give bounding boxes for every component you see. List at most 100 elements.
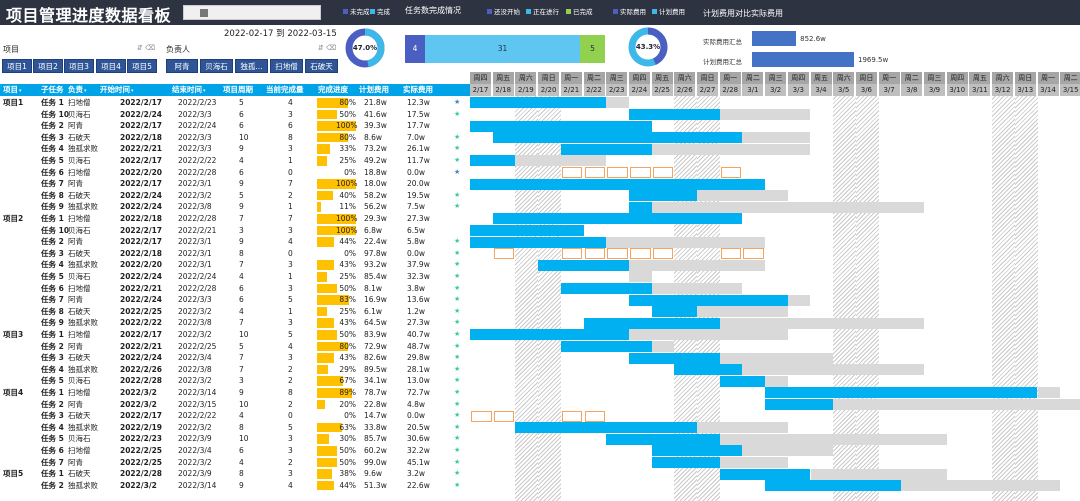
- project-button[interactable]: 项目3: [64, 59, 94, 73]
- star-icon[interactable]: ★: [454, 283, 461, 292]
- person-button[interactable]: 石破天: [305, 59, 338, 73]
- table-row[interactable]: 任务 7 阿青 2022/2/25 2022/3/2 4 2 99.0w 45.1w 50% ★: [0, 457, 470, 469]
- star-icon[interactable]: ★: [454, 341, 461, 350]
- star-icon[interactable]: ★: [454, 364, 461, 373]
- cell-ac: 45.1w: [407, 457, 430, 467]
- project-button[interactable]: 项目4: [96, 59, 126, 73]
- table-row[interactable]: 任务 3 石破天 2022/2/24 2022/3/4 7 3 82.6w 29.8w 43% ★: [0, 352, 470, 364]
- project-button[interactable]: 项目1: [2, 59, 32, 73]
- table-row[interactable]: 任务 5 贝海石 2022/2/17 2022/2/22 4 1 49.2w 11.7w 25%…: [0, 155, 470, 167]
- table-row[interactable]: 任务 4 独孤求败 2022/2/20 2022/3/1 7 3 93.2w 37.9w 43%…: [0, 259, 470, 271]
- table-row[interactable]: 项目1 任务 1 扫地僧 2022/2/17 2022/2/23 5 4 21.8w 12.3w…: [0, 97, 470, 109]
- clear-filter-icon[interactable]: ⇵ ⌫: [137, 44, 155, 52]
- gantt-bar-done: [560, 282, 652, 294]
- star-icon[interactable]: ★: [454, 353, 461, 362]
- col-plan-cost[interactable]: 计划费用: [359, 85, 389, 94]
- col-start[interactable]: 开始时间▾: [100, 85, 134, 94]
- star-icon[interactable]: ★: [454, 190, 461, 199]
- clear-filter-icon[interactable]: ⇵ ⌫: [318, 44, 336, 52]
- gantt-bar-remaining: [719, 352, 834, 364]
- star-icon[interactable]: ★: [454, 411, 461, 420]
- table-row[interactable]: 任务 4 独孤求败 2022/2/26 2022/3/8 7 2 89.5w 28.1w 29%…: [0, 364, 470, 376]
- star-icon[interactable]: ★: [454, 422, 461, 431]
- star-icon[interactable]: ★: [454, 446, 461, 454]
- star-icon[interactable]: ★: [454, 167, 461, 176]
- table-row[interactable]: 项目2 任务 1 扫地僧 2022/2/18 2022/2/28 7 7 29.3w 27.3w…: [0, 213, 470, 225]
- col-project[interactable]: 项目▾: [3, 85, 22, 94]
- table-row[interactable]: 任务 6 扫地僧 2022/2/21 2022/2/28 6 3 8.1w 3.8w 50% ★: [0, 283, 470, 295]
- cell-o: 石破天: [68, 306, 91, 316]
- date-to[interactable]: 2022-03-15: [287, 29, 337, 39]
- table-row[interactable]: 任务 8 石破天 2022/2/24 2022/3/2 5 2 58.2w 19.5w 40% ★: [0, 190, 470, 202]
- person-button[interactable]: 阿青: [166, 59, 198, 73]
- table-row[interactable]: 任务 5 贝海石 2022/2/28 2022/3/2 3 2 34.1w 13.0w 67% ★: [0, 375, 470, 387]
- table-row[interactable]: 任务 9 独孤求败 2022/2/22 2022/3/8 7 3 64.5w 27.3w 43%…: [0, 317, 470, 329]
- table-row[interactable]: 任务 5 贝海石 2022/2/23 2022/3/9 10 3 85.7w 30.6w 30%…: [0, 433, 470, 445]
- table-row[interactable]: 任务 7 阿青 2022/2/24 2022/3/3 6 5 16.9w 13.6w 83% ★: [0, 294, 470, 306]
- star-icon[interactable]: ★: [454, 260, 461, 269]
- star-icon[interactable]: ★: [454, 272, 461, 280]
- star-icon[interactable]: ★: [454, 330, 461, 338]
- table-row[interactable]: 任务 6 扫地僧 2022/2/25 2022/3/4 6 3 60.2w 32.2w 50% ★: [0, 445, 470, 457]
- table-row[interactable]: 任务 7 阿青 2022/2/17 2022/3/1 9 7 18.0w 20.0w 100%: [0, 178, 470, 190]
- star-icon[interactable]: ★: [454, 434, 461, 443]
- person-button[interactable]: 独孤...: [235, 59, 268, 73]
- date-range[interactable]: 2022-02-17 到 2022-03-15: [224, 27, 337, 39]
- col-subtask[interactable]: 子任务: [41, 85, 64, 94]
- table-row[interactable]: 任务 4 独孤求败 2022/2/21 2022/3/3 9 3 73.2w 26.1w 33%…: [0, 143, 470, 155]
- star-icon[interactable]: ★: [454, 132, 461, 141]
- date-slicer[interactable]: [183, 5, 321, 20]
- person-button[interactable]: 扫地僧: [270, 59, 303, 73]
- table-row[interactable]: 任务 2 阿青 2022/2/17 2022/2/24 6 6 39.3w 17.7w 100%: [0, 120, 470, 132]
- table-row[interactable]: 项目4 任务 1 扫地僧 2022/3/2 2022/3/14 9 8 78.7w 72.7w 8…: [0, 387, 470, 399]
- cell-ac: 32.2w: [407, 446, 430, 455]
- table-row[interactable]: 任务 10 贝海石 2022/2/24 2022/3/3 6 3 41.6w 17.5w 50%…: [0, 109, 470, 121]
- table-row[interactable]: 任务 2 阿青 2022/2/21 2022/2/25 5 4 72.9w 48.7w 80% ★: [0, 341, 470, 353]
- star-icon[interactable]: ★: [454, 109, 461, 118]
- star-icon[interactable]: ★: [454, 237, 461, 246]
- table-row[interactable]: 项目5 任务 1 石破天 2022/2/28 2022/3/9 8 3 9.6w 3.2w 38%…: [0, 468, 470, 480]
- table-row[interactable]: 任务 3 石破天 2022/2/18 2022/3/1 8 0 97.8w 0.0w 0% ★: [0, 248, 470, 260]
- gantt-bar-remaining: [606, 236, 766, 248]
- star-icon[interactable]: ★: [454, 202, 461, 211]
- table-row[interactable]: 任务 5 贝海石 2022/2/24 2022/2/24 4 1 85.4w 32.3w 25%…: [0, 271, 470, 283]
- col-actual-cost[interactable]: 实际费用: [403, 85, 433, 94]
- table-row[interactable]: 任务 6 扫地僧 2022/2/20 2022/2/28 6 0 18.8w 0.0w 0% ★: [0, 167, 470, 179]
- star-icon[interactable]: ★: [454, 306, 461, 315]
- cell-s: 2022/2/21: [120, 283, 163, 293]
- col-progress[interactable]: 完成进度: [318, 85, 348, 94]
- person-button[interactable]: 贝海石: [200, 59, 233, 73]
- table-row[interactable]: 任务 2 独孤求败 2022/3/2 2022/3/14 9 4 51.3w 22.6w 44%…: [0, 480, 470, 492]
- star-icon[interactable]: ★: [454, 399, 461, 408]
- star-icon[interactable]: ★: [454, 144, 461, 153]
- star-icon[interactable]: ★: [454, 248, 461, 257]
- star-icon[interactable]: ★: [454, 295, 461, 304]
- table-row[interactable]: 任务 10 贝海石 2022/2/17 2022/2/21 3 3 6.8w 6.5w 100%: [0, 225, 470, 237]
- star-icon[interactable]: ★: [454, 388, 461, 396]
- table-row[interactable]: 任务 4 独孤求败 2022/2/19 2022/3/2 8 5 33.8w 20.5w 63%…: [0, 422, 470, 434]
- star-icon[interactable]: ★: [454, 156, 461, 164]
- progress-bar: [317, 434, 329, 444]
- star-icon[interactable]: ★: [454, 480, 461, 489]
- star-icon[interactable]: ★: [454, 469, 461, 478]
- cell-c: 3: [288, 469, 293, 479]
- table-row[interactable]: 任务 8 石破天 2022/2/25 2022/3/2 4 1 6.1w 1.2w 25% ★: [0, 306, 470, 318]
- col-current[interactable]: 当前完成量: [266, 85, 304, 94]
- project-button[interactable]: 项目5: [127, 59, 157, 73]
- star-icon[interactable]: ★: [454, 457, 461, 466]
- col-end[interactable]: 结束时间▾: [172, 85, 206, 94]
- star-icon[interactable]: ★: [454, 376, 461, 385]
- col-owner[interactable]: 负责▾: [68, 85, 87, 94]
- table-row[interactable]: 任务 9 独孤求败 2022/2/24 2022/3/8 9 1 56.2w 7.5w 11% ★: [0, 201, 470, 213]
- table-row[interactable]: 任务 3 石破天 2022/2/17 2022/2/22 4 0 14.7w 0.0w 0% ★: [0, 410, 470, 422]
- date-from[interactable]: 2022-02-17: [224, 29, 274, 39]
- star-icon[interactable]: ★: [454, 318, 461, 327]
- table-row[interactable]: 任务 2 阿青 2022/3/2 2022/3/15 10 2 22.8w 4.8w 20% ★: [0, 399, 470, 411]
- cell-c: 3: [288, 260, 293, 270]
- col-duration[interactable]: 项目周期: [223, 85, 253, 94]
- project-button[interactable]: 项目2: [33, 59, 63, 73]
- table-row[interactable]: 任务 3 石破天 2022/2/18 2022/3/3 10 8 8.6w 7.0w 80% ★: [0, 132, 470, 144]
- star-icon[interactable]: ★: [454, 98, 461, 106]
- table-row[interactable]: 项目3 任务 1 扫地僧 2022/2/17 2022/3/2 10 5 83.9w 40.7w…: [0, 329, 470, 341]
- table-row[interactable]: 任务 2 阿青 2022/2/17 2022/3/1 9 4 22.4w 5.8w 44% ★: [0, 236, 470, 248]
